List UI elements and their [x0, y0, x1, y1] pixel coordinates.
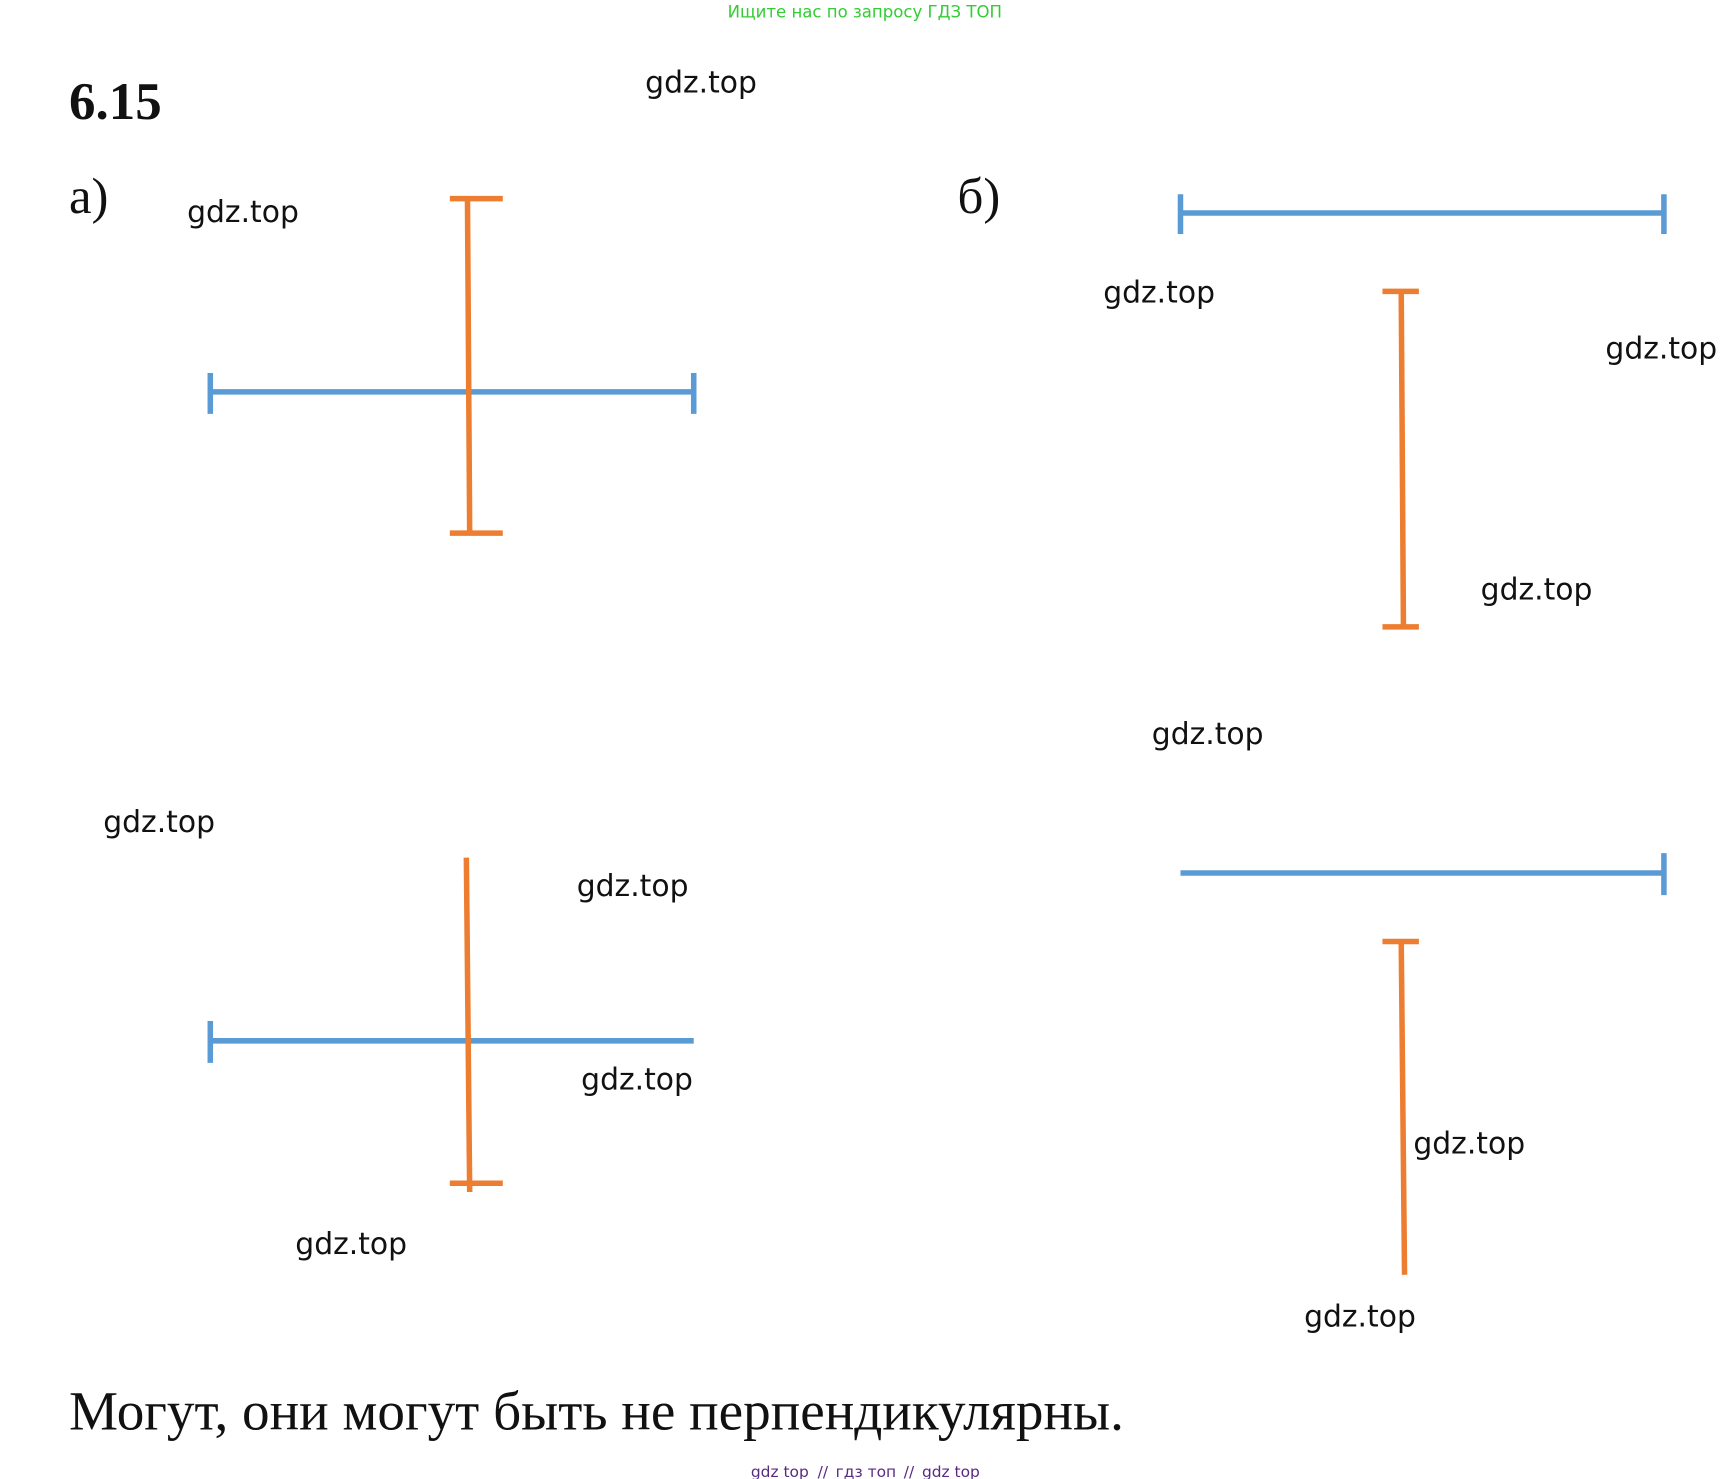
answer: Могут, они могут быть не перпендикулярны… [69, 1380, 1124, 1441]
watermark: gdz.top [1605, 332, 1717, 367]
watermark: gdz.top [581, 1062, 693, 1097]
watermark: gdz.top [1152, 717, 1264, 752]
part-label: б) [958, 168, 1001, 224]
watermark: gdz.top [187, 195, 299, 230]
watermark: gdz.top [1413, 1126, 1525, 1161]
watermark: gdz.top [1481, 572, 1593, 607]
top-banner: Ищите нас по запросу ГДЗ ТОП [728, 3, 1002, 22]
problem-number: 6.15 [69, 73, 162, 131]
footer-item: гдз топ [836, 1463, 896, 1479]
figure-a-bottom [207, 857, 694, 1193]
footer-separator: // [904, 1463, 915, 1479]
figure-a-top [207, 195, 697, 536]
footer: gdz top // гдз топ // gdz top [751, 1463, 980, 1479]
figure-b-top [1177, 194, 1667, 630]
footer-item: gdz top [922, 1463, 980, 1479]
part-label: а) [69, 168, 108, 224]
watermark: gdz.top [1103, 275, 1215, 310]
watermark: gdz.top [1304, 1300, 1416, 1335]
watermark: gdz.top [103, 805, 215, 840]
figure-b-bottom [1180, 853, 1667, 1275]
footer-item: gdz top [751, 1463, 809, 1479]
watermark: gdz.top [645, 66, 757, 101]
watermark: gdz.top [295, 1227, 407, 1262]
watermark: gdz.top [577, 869, 689, 904]
footer-separator: // [818, 1463, 829, 1479]
